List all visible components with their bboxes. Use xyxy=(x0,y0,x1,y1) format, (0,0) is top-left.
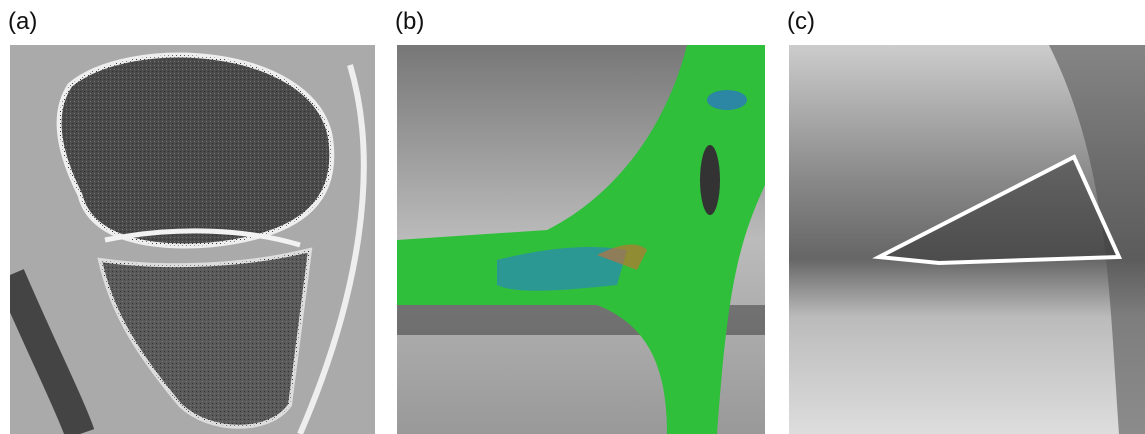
panel-label: (c) xyxy=(787,8,815,36)
texture xyxy=(59,55,332,246)
cartilage-map xyxy=(707,90,747,110)
lesion xyxy=(700,145,720,215)
mri-image-c xyxy=(789,45,1145,434)
mri-image-b xyxy=(397,45,765,434)
panel-label: (a) xyxy=(8,8,37,36)
figure: (a) (b) (c) (() => { const data = JSON.p… xyxy=(0,0,1145,434)
panel-label: (b) xyxy=(395,8,424,36)
mri-image-a xyxy=(10,45,375,434)
